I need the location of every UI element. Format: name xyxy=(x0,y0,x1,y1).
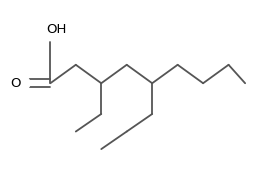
Text: OH: OH xyxy=(47,23,67,36)
Circle shape xyxy=(2,74,30,93)
Circle shape xyxy=(43,20,71,39)
Text: O: O xyxy=(11,77,21,90)
